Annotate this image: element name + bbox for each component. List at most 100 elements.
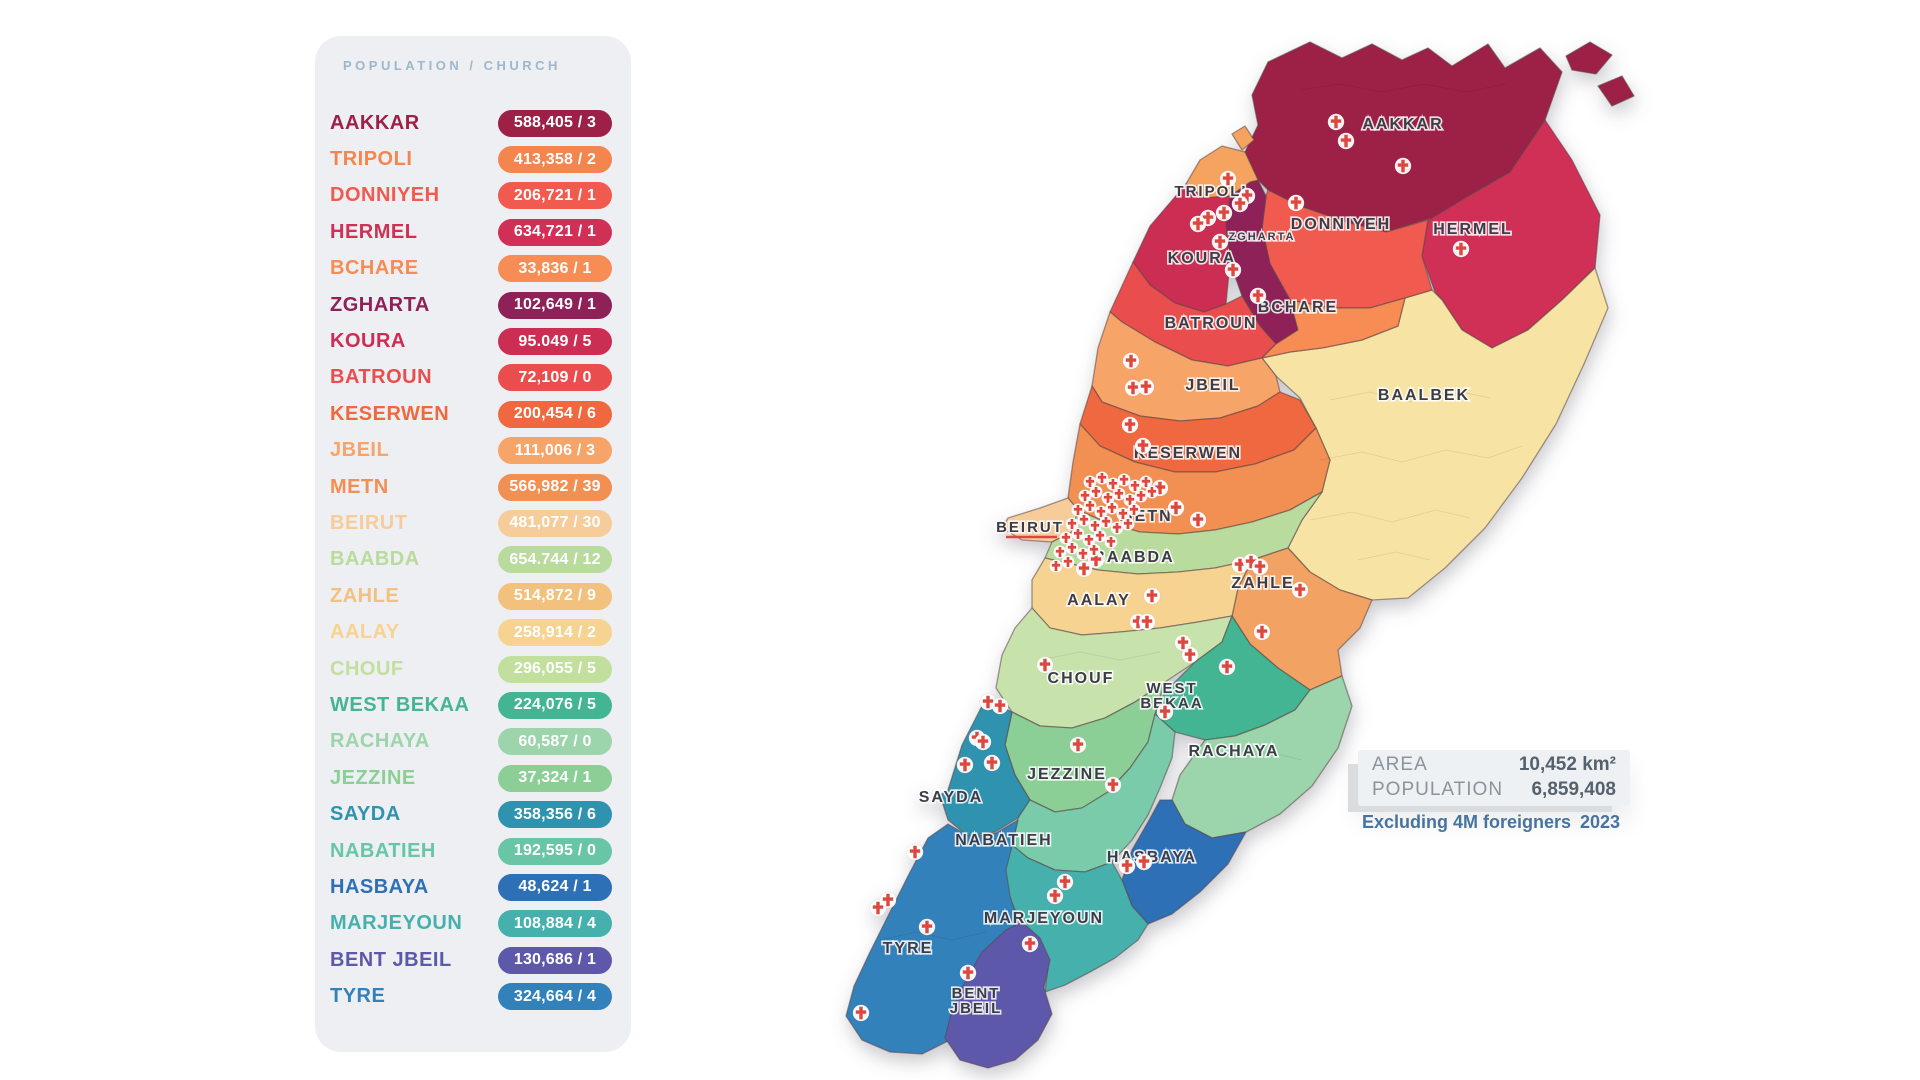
population-church-pill: 200,454 / 6 [498,400,612,428]
legend-row: RACHAYA 60,587 / 0 [315,724,631,760]
map-label-sayda: SAYDA [919,789,984,806]
population-church-pill: 108,884 / 4 [498,910,612,938]
map-label-keserwen: KESERWEN [1134,445,1242,462]
legend-row: CHOUF 296,055 / 5 [315,651,631,687]
legend-rows: AAKKAR 588,405 / 3 TRIPOLI 413,358 / 2 DONNI… [315,105,631,1015]
church-icon [1122,352,1140,370]
population-church-pill: 130,686 / 1 [498,946,612,974]
legend-row: TYRE 324,664 / 4 [315,978,631,1014]
population-church-pill: 413,358 / 2 [498,146,612,174]
church-icon [1143,587,1161,605]
church-icon [1083,475,1097,489]
population-church-pill: 634,721 / 1 [498,218,612,246]
church-icon [1134,437,1152,455]
church-icon [1181,646,1199,664]
church-icon [1087,543,1101,557]
district-name: MARJEYOUN [330,912,463,935]
district-name: DONNIYEH [330,184,440,207]
district-name: HERMEL [330,220,418,243]
legend-row: DONNIYEH 206,721 / 1 [315,178,631,214]
map-label-nabatieh: NABATIEH [955,832,1052,849]
church-icon [1065,541,1079,555]
population-church-pill: 72,109 / 0 [498,364,612,392]
district-aakkar-islet-1 [1565,41,1613,75]
population-value: 6,859,408 [1531,779,1616,800]
legend-row: JEZZINE 37,324 / 1 [315,760,631,796]
map-label-aalay: AALAY [1067,592,1131,609]
church-icon [1112,487,1126,501]
church-icon [1174,634,1192,652]
church-icon [1071,527,1085,541]
district-name: AALAY [330,621,400,644]
church-icon [1215,204,1233,222]
church-icon [906,843,924,861]
legend-row: HASBAYA 48,624 / 1 [315,869,631,905]
church-icon [1059,531,1073,545]
legend-row: TRIPOLI 413,358 / 2 [315,141,631,177]
district-name: RACHAYA [330,730,430,753]
legend-row: AAKKAR 588,405 / 3 [315,105,631,141]
legend-row: NABATIEH 192,595 / 0 [315,833,631,869]
district-tripoli-islet [1231,125,1255,151]
legend-row: METN 566,982 / 39 [315,469,631,505]
population-church-pill: 224,076 / 5 [498,691,612,719]
population-church-pill: 296,055 / 5 [498,655,612,683]
church-icon [956,756,974,774]
map-label-baabda: BAABDA [1093,549,1174,566]
district-name: NABATIEH [330,839,436,862]
church-icon [1287,194,1305,212]
district-name: TRIPOLI [330,148,413,171]
area-row: AREA 10,452 km² [1372,753,1616,778]
legend-row: AALAY 258,914 / 2 [315,614,631,650]
subdistrict-boundary-line [1229,751,1303,761]
church-icon [1104,535,1118,549]
church-icon [1249,287,1267,305]
district-name: ZGHARTA [330,293,430,316]
subdistrict-boundary-line [1319,445,1523,463]
note-year: 2023 [1579,812,1620,832]
legend-row: WEST BEKAA 224,076 / 5 [315,687,631,723]
district-marjeyoun [1004,844,1149,993]
map-label-aakkar: AAKKAR [1362,116,1443,133]
population-church-pill: 358,356 / 6 [498,801,612,829]
district-name: BENT JBEIL [330,948,452,971]
legend-row: MARJEYOUN 108,884 / 4 [315,906,631,942]
church-icon [1231,195,1249,213]
church-icon [1218,658,1236,676]
church-icon [1061,555,1075,569]
church-icon [1135,853,1153,871]
map-label-jbeil: JBEIL [1185,377,1240,394]
church-icon [1056,873,1074,891]
district-name: JEZZINE [330,766,416,789]
district-bchare [1261,297,1406,359]
church-icon [1251,558,1269,576]
church-icon [1121,517,1135,531]
district-name: CHOUF [330,657,404,680]
map-label-donniyeh: DONNIYEH [1291,216,1391,233]
church-icon [1394,157,1412,175]
population-row: POPULATION 6,859,408 [1372,778,1616,803]
district-name: BCHARE [330,257,419,280]
church-icon [1291,581,1309,599]
church-icon [1089,485,1103,499]
church-icon [1071,503,1085,517]
church-icon [1139,475,1153,489]
district-name: HASBAYA [330,875,429,898]
district-name: BAABDA [330,548,420,571]
church-icon [1117,473,1131,487]
church-icon [1049,559,1063,573]
legend-row: BEIRUT 481,077 / 30 [315,505,631,541]
church-icon [1053,545,1067,559]
church-icon [1105,501,1119,515]
legend-row: KOURA 95.049 / 5 [315,323,631,359]
church-icon [1452,240,1470,258]
map-label-bent-jbeil: BENT JBEIL [950,985,1003,1017]
church-icon [852,1004,870,1022]
legend-row: JBEIL 111,006 / 3 [315,433,631,469]
map-label-tripoli: TRIPOLI [1174,183,1247,200]
population-church-pill: 48,624 / 1 [498,873,612,901]
church-icon [1167,499,1185,517]
church-icon [991,697,1009,715]
church-icon [1021,935,1039,953]
